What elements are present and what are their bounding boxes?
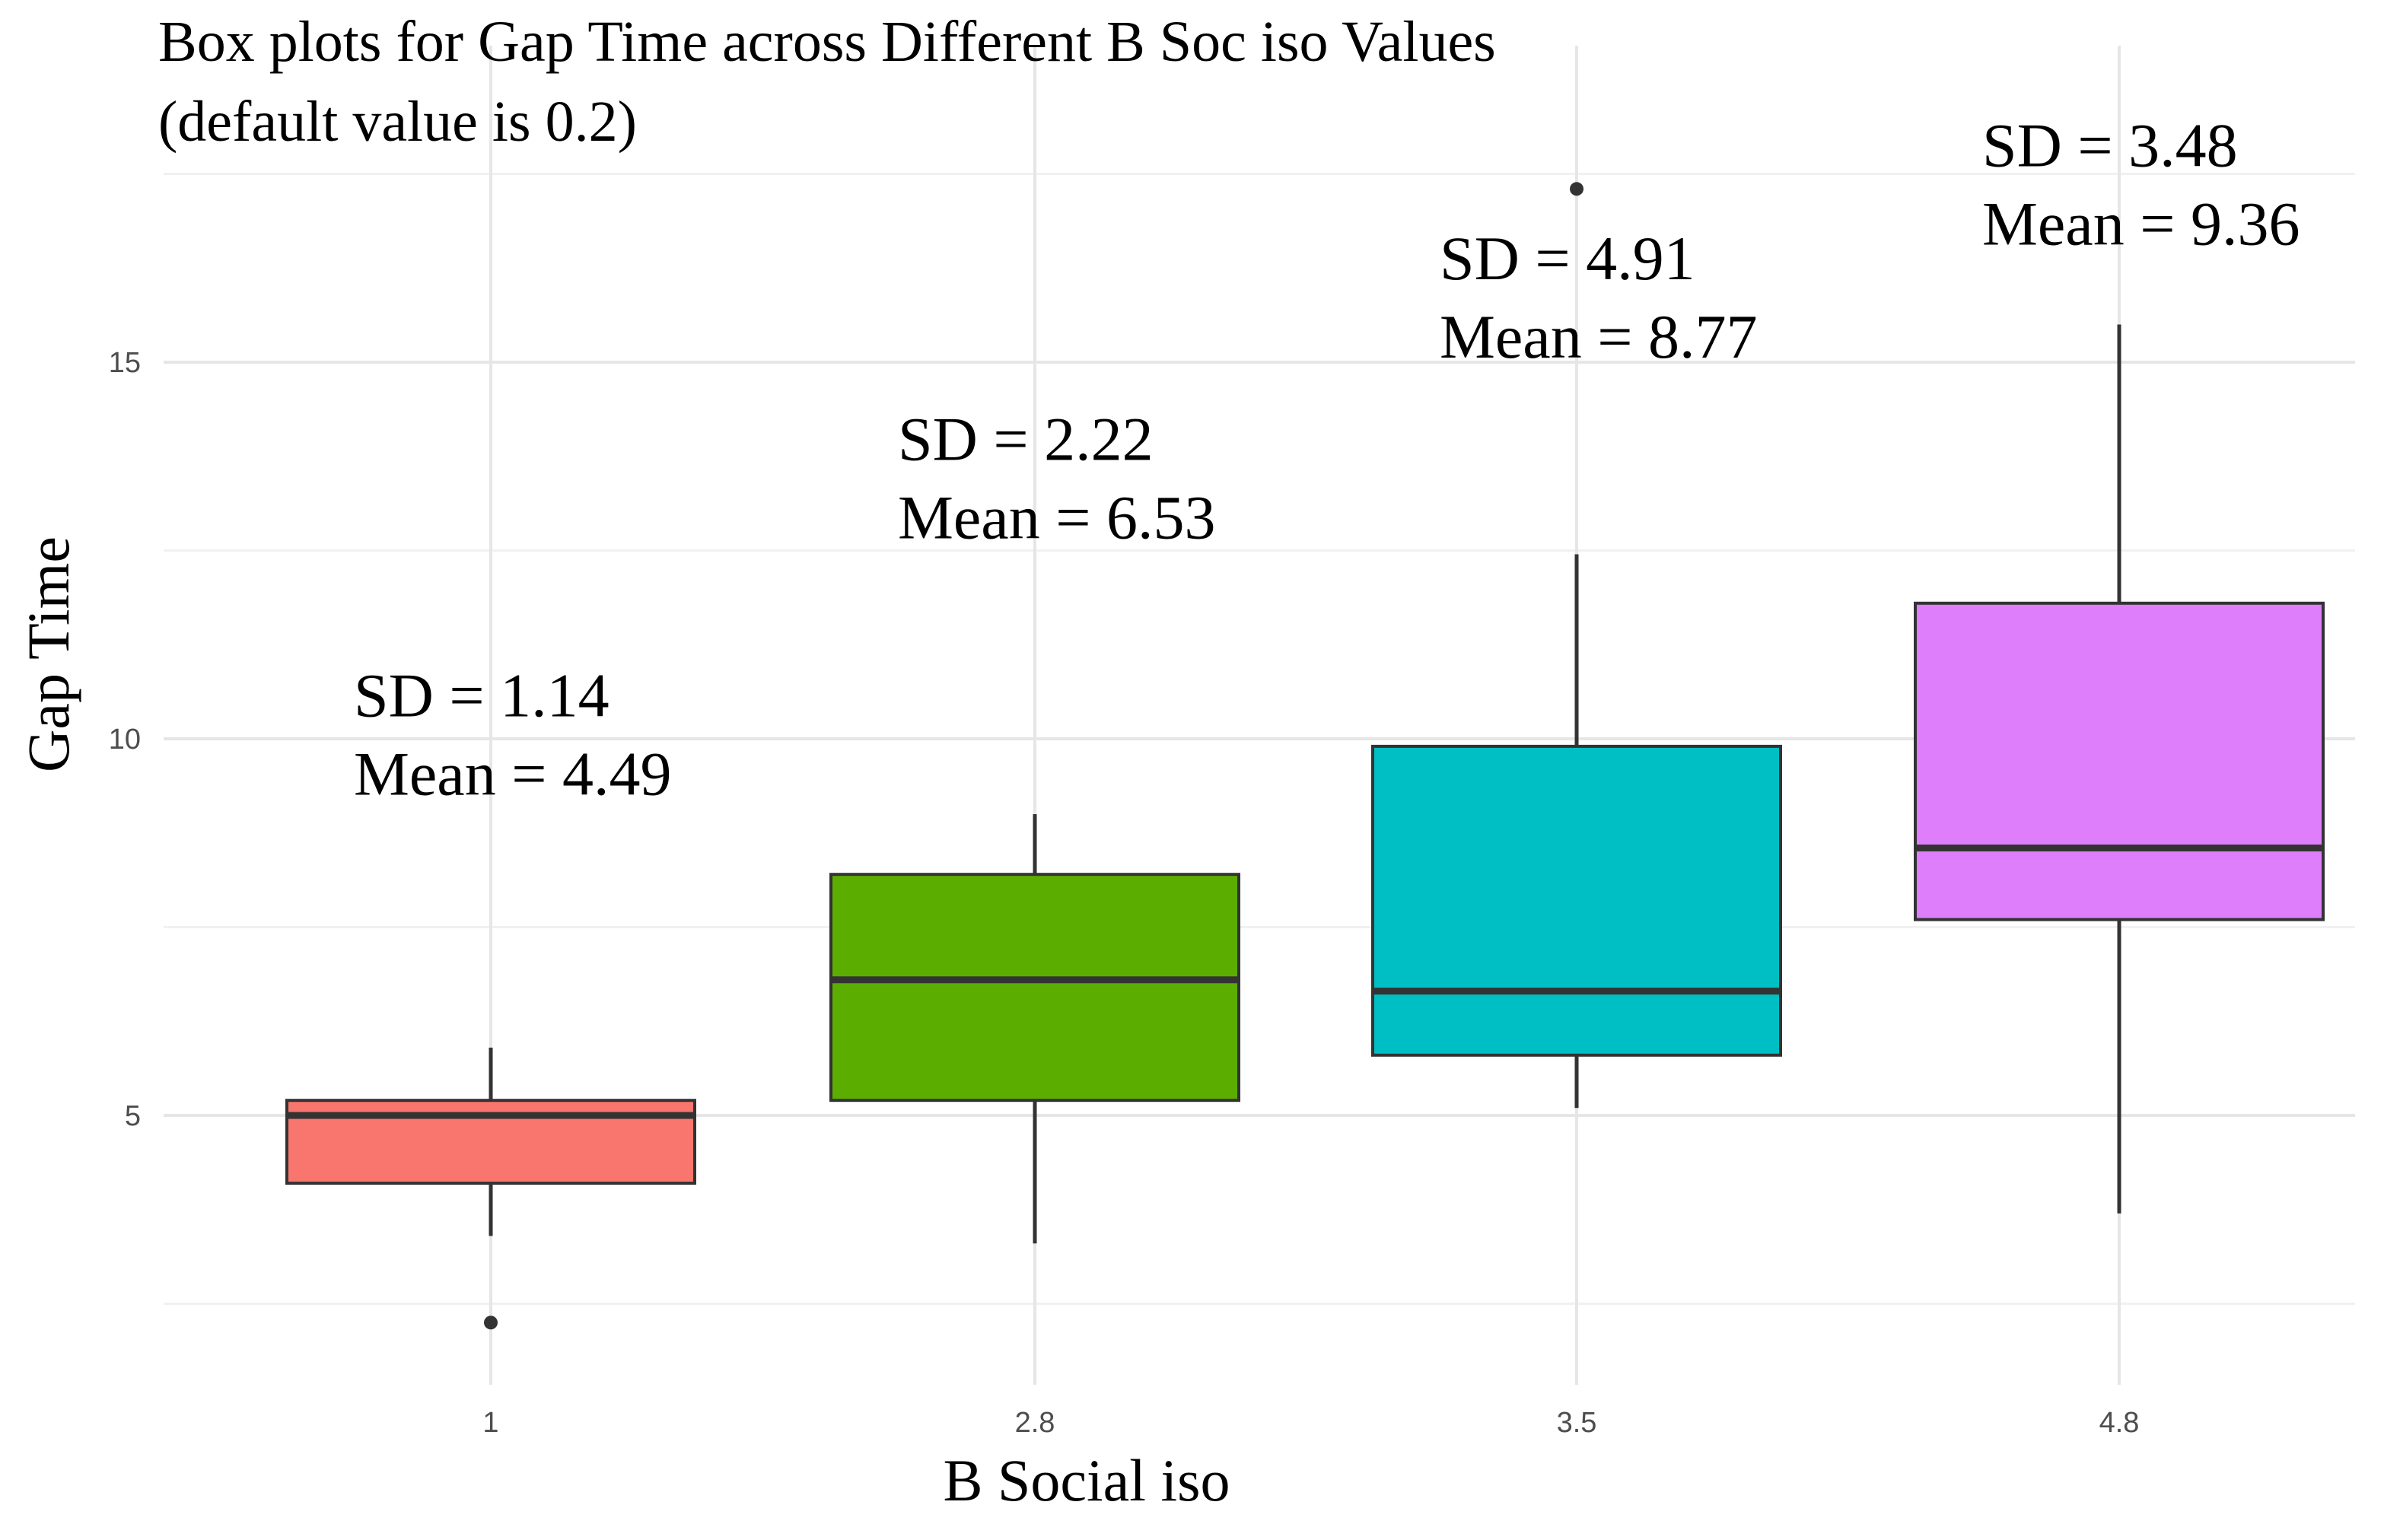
x-tick-label: 4.8	[2099, 1407, 2140, 1439]
outlier-point	[1570, 182, 1583, 196]
y-tick-label: 5	[125, 1100, 141, 1132]
x-tick-label: 3.5	[1557, 1407, 1597, 1439]
mean-label: Mean = 9.36	[1982, 189, 2300, 259]
box-group	[1914, 324, 2325, 1214]
mean-label: Mean = 4.49	[354, 739, 671, 808]
x-tick-label: 2.8	[1015, 1407, 1055, 1439]
boxes	[285, 182, 2325, 1330]
y-axis-title: Gap Time	[15, 536, 81, 772]
chart-title: Box plots for Gap Time across Different …	[158, 10, 1496, 74]
x-tick-label: 1	[482, 1407, 498, 1439]
chart-subtitle: (default value is 0.2)	[158, 90, 637, 154]
y-tick-label: 10	[109, 724, 141, 756]
box-group	[829, 814, 1240, 1244]
box-group	[285, 1047, 696, 1330]
outlier-point	[484, 1316, 498, 1330]
mean-label: Mean = 6.53	[898, 483, 1215, 552]
box-iqr	[1371, 744, 1782, 1057]
box-iqr	[829, 873, 1240, 1102]
box-iqr	[1914, 601, 2325, 921]
y-axis-ticks: 5 10 15	[109, 347, 141, 1132]
annotations: SD = 1.14 Mean = 4.49 SD = 2.22 Mean = 6.53…	[354, 111, 2300, 809]
sd-label: SD = 2.22	[898, 405, 1154, 474]
sd-label: SD = 1.14	[354, 660, 610, 730]
sd-label: SD = 4.91	[1440, 224, 1695, 293]
x-axis-title: B Social iso	[943, 1447, 1230, 1513]
mean-label: Mean = 8.77	[1440, 302, 1757, 371]
y-tick-label: 15	[109, 347, 141, 379]
box-group	[1371, 182, 1782, 1109]
x-axis-ticks: 1 2.8 3.5 4.8	[482, 1407, 2139, 1439]
sd-label: SD = 3.48	[1982, 111, 2238, 180]
